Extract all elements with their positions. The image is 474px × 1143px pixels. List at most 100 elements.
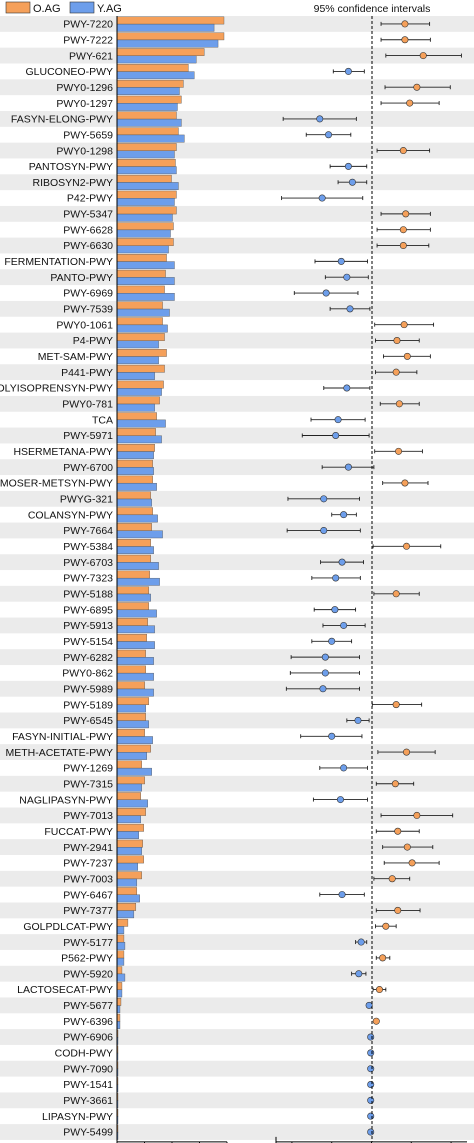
- category-label: PWYG-321: [60, 494, 113, 506]
- bar-o-ag: [116, 823, 144, 832]
- ci-point: [367, 1033, 375, 1041]
- ci-point: [392, 590, 400, 598]
- category-label: PWY0-781: [62, 399, 113, 411]
- bar-o-ag: [116, 238, 174, 246]
- ci-point: [391, 780, 399, 788]
- legend-label-y-ag: Y.AG: [97, 3, 122, 15]
- bar-y-ag: [116, 577, 160, 586]
- bar-o-ag: [116, 396, 160, 405]
- bar-o-ag: [116, 412, 157, 421]
- bar-o-ag: [116, 64, 189, 72]
- ci-point: [357, 938, 365, 946]
- bar-y-ag: [116, 973, 126, 982]
- ci-point: [321, 653, 329, 661]
- bar-o-ag: [116, 364, 165, 373]
- bar-y-ag: [116, 293, 175, 301]
- bar-o-ag: [116, 792, 141, 800]
- row-stripe: [0, 1029, 474, 1045]
- bar-o-ag: [116, 380, 164, 389]
- bar-y-ag: [116, 150, 175, 159]
- category-label: PWY-5177: [63, 937, 113, 949]
- row-stripe: [0, 1060, 474, 1077]
- bar-y-ag: [116, 530, 163, 539]
- legend: O.AG Y.AG: [5, 1, 122, 15]
- ci-point: [365, 1001, 373, 1009]
- ci-point: [388, 875, 396, 883]
- bar-y-ag: [116, 704, 146, 713]
- bar-y-ag: [116, 752, 147, 760]
- category-label: RIBOSYN2-PWY: [32, 177, 113, 189]
- bar-y-ag: [116, 657, 154, 665]
- bar-y-ag: [116, 55, 197, 64]
- row-stripe: [0, 1092, 474, 1109]
- category-label: LIPASYN-PWY: [42, 1111, 113, 1123]
- ci-point: [403, 352, 411, 360]
- bar-y-ag: [116, 166, 177, 175]
- category-labels: PWY-7220 PWY-7222 PWY-621 GLUCONEO-PWY PWY0-…: [0, 19, 113, 1139]
- category-label: PWY-6895: [63, 604, 113, 616]
- ci-point: [393, 337, 401, 345]
- bar-o-ag: [116, 982, 123, 990]
- category-label: PWY-5189: [63, 699, 113, 711]
- category-label: FERMENTATION-PWY: [4, 256, 113, 268]
- ci-point: [406, 99, 414, 107]
- bar-y-ag: [116, 641, 155, 649]
- category-label: GLUCONEO-PWY: [25, 66, 113, 78]
- category-label: MET-SAM-PWY: [38, 351, 113, 363]
- bar-y-ag: [116, 799, 148, 808]
- category-label: PWY-6628: [63, 224, 113, 236]
- category-label: PWY-1269: [63, 763, 113, 775]
- bar-o-ag: [116, 475, 153, 484]
- ci-point: [402, 210, 410, 218]
- bar-y-ag: [116, 356, 159, 365]
- ci-point: [395, 400, 403, 408]
- bar-y-ag: [116, 910, 135, 919]
- category-label: PWY-7013: [63, 810, 113, 822]
- bar-y-ag: [116, 103, 178, 111]
- ci-point: [319, 685, 327, 693]
- bar-panel: [116, 16, 225, 1140]
- bar-y-ag: [116, 213, 173, 222]
- category-label: PWY-7323: [63, 573, 113, 585]
- ci-point: [321, 669, 329, 677]
- ci-point: [399, 226, 407, 234]
- ci-point: [355, 970, 363, 978]
- bar-o-ag: [116, 174, 172, 183]
- ci-point: [328, 637, 336, 645]
- row-stripe: [0, 1124, 474, 1140]
- category-label: PWY-7315: [63, 778, 113, 790]
- category-label: PANTO-PWY: [50, 272, 113, 284]
- bar-y-ag: [116, 419, 166, 428]
- bar-y-ag: [116, 926, 125, 934]
- bar-o-ag: [116, 333, 165, 341]
- bar-o-ag: [116, 713, 146, 721]
- bar-o-ag: [116, 507, 153, 516]
- bar-y-ag: [116, 546, 154, 555]
- ci-point: [338, 891, 346, 899]
- bar-o-ag: [116, 649, 146, 658]
- ci-point: [346, 305, 354, 313]
- bar-o-ag: [116, 317, 163, 326]
- bar-y-ag: [116, 245, 169, 254]
- bar-o-ag: [116, 839, 143, 848]
- category-label: PWY-7003: [63, 873, 113, 885]
- category-label: PANTOSYN-PWY: [29, 161, 113, 173]
- category-label: PWY-6703: [63, 557, 113, 569]
- ci-point: [336, 796, 344, 804]
- ci-point: [401, 36, 409, 44]
- legend-swatch-y-ag: [69, 1, 95, 14]
- bar-o-ag: [116, 538, 151, 547]
- category-label: P4-PWY: [73, 335, 113, 347]
- category-label: PWY-5659: [63, 129, 113, 141]
- ci-point: [332, 574, 340, 582]
- ci-point: [367, 1081, 375, 1089]
- bar-y-ag: [116, 767, 152, 776]
- ci-point: [334, 416, 342, 424]
- bar-o-ag: [116, 554, 151, 563]
- bar-o-ag: [116, 16, 225, 25]
- ci-point: [325, 131, 333, 139]
- bar-y-ag: [116, 388, 162, 396]
- category-label: FUCCAT-PWY: [44, 826, 113, 838]
- bar-y-ag: [116, 198, 175, 206]
- category-label: FASYN-ELONG-PWY: [11, 114, 113, 126]
